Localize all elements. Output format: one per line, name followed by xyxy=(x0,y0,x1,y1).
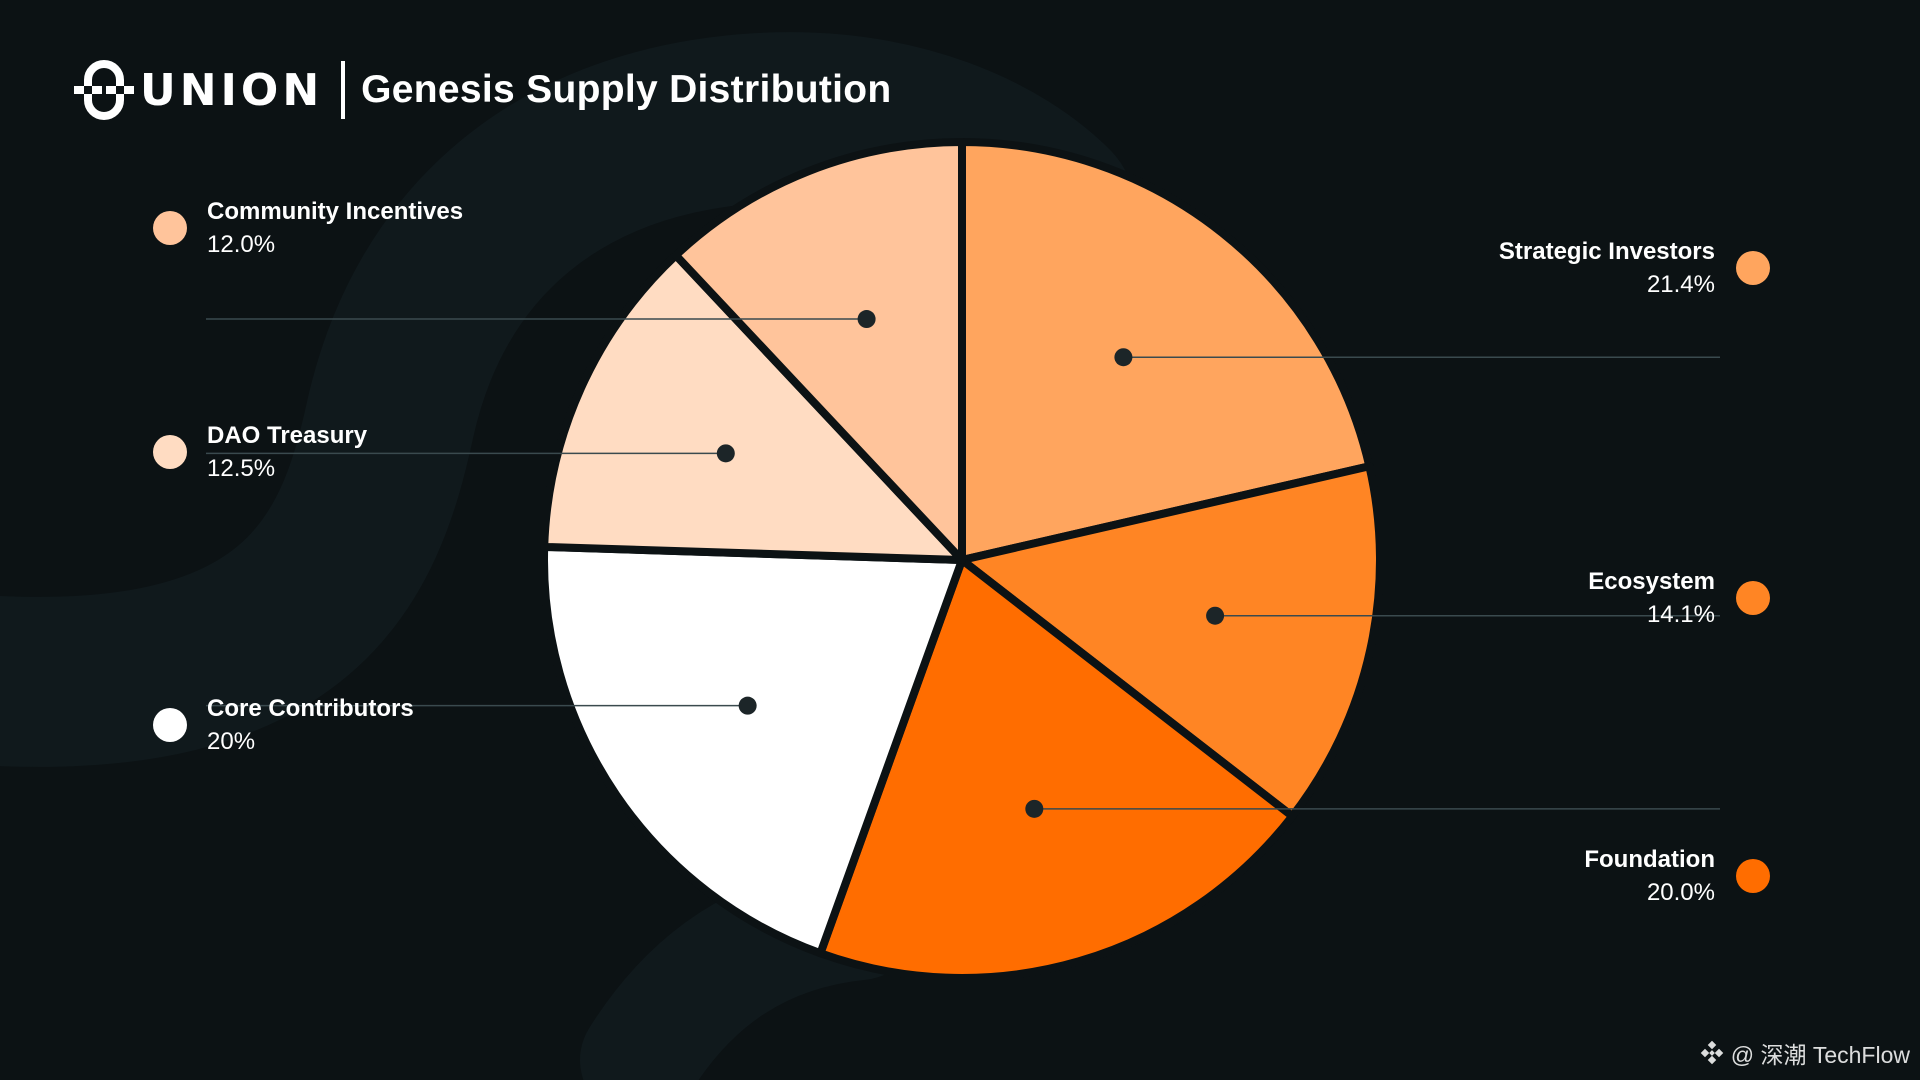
chart-title: Genesis Supply Distribution xyxy=(361,68,892,111)
legend-swatch xyxy=(153,211,187,245)
binance-diamond-icon xyxy=(1700,1040,1723,1065)
pie-slice-core-contributors xyxy=(540,542,966,958)
legend-label: Community Incentives xyxy=(207,198,464,225)
legend-value: 12.0% xyxy=(207,231,276,258)
legend-label: Core Contributors xyxy=(207,695,414,722)
union-logo-icon xyxy=(74,60,134,120)
legend-label: Ecosystem xyxy=(1588,568,1715,595)
legend-swatch xyxy=(153,708,187,742)
legend-value: 12.5% xyxy=(207,455,276,482)
legend-swatch xyxy=(153,435,187,469)
pie-slice-dao-treasury xyxy=(540,251,966,564)
legend-swatch xyxy=(1736,251,1770,285)
watermark-text: @ 深潮 TechFlow xyxy=(1730,1042,1910,1068)
legend-item-ecosystem: Ecosystem 14.1% xyxy=(1375,567,1770,630)
slice-marker-dot xyxy=(1025,799,1044,818)
header: UNION Genesis Supply Distribution xyxy=(74,58,892,122)
legend-item-community-incentives: Community Incentives 12.0% xyxy=(153,197,547,260)
legend-label: DAO Treasury xyxy=(207,422,368,449)
legend-value: 21.4% xyxy=(1646,271,1715,298)
legend-item-core-contributors: Core Contributors 20% xyxy=(153,694,547,757)
legend-label: Strategic Investors xyxy=(1498,238,1715,265)
pie-slice-ecosystem xyxy=(958,462,1384,821)
legend-item-strategic-investors: Strategic Investors 21.4% xyxy=(1375,237,1770,300)
watermark: @ 深潮 TechFlow xyxy=(1699,1036,1910,1070)
slice-marker-dot xyxy=(716,444,735,463)
pie-slice-foundation xyxy=(816,556,1297,982)
legend-value: 14.1% xyxy=(1646,601,1715,628)
pie-slice-community-incentives xyxy=(671,138,966,564)
brand-wordmark: UNION xyxy=(140,64,324,116)
legend-value: 20% xyxy=(207,728,256,755)
pie-slice-strategic-investors xyxy=(958,138,1374,564)
header-divider xyxy=(341,61,346,119)
slice-marker-dot xyxy=(1206,606,1225,625)
slice-marker-dot xyxy=(1114,348,1133,367)
legend-value: 20.0% xyxy=(1646,879,1715,906)
legend-swatch xyxy=(1736,581,1770,615)
slice-marker-dot xyxy=(857,310,876,329)
slice-marker-dot xyxy=(738,696,757,715)
legend-label: Foundation xyxy=(1584,846,1715,873)
legend-item-foundation: Foundation 20.0% xyxy=(1375,845,1770,908)
legend-swatch xyxy=(1736,859,1770,893)
legend-item-dao-treasury: DAO Treasury 12.5% xyxy=(153,421,547,484)
